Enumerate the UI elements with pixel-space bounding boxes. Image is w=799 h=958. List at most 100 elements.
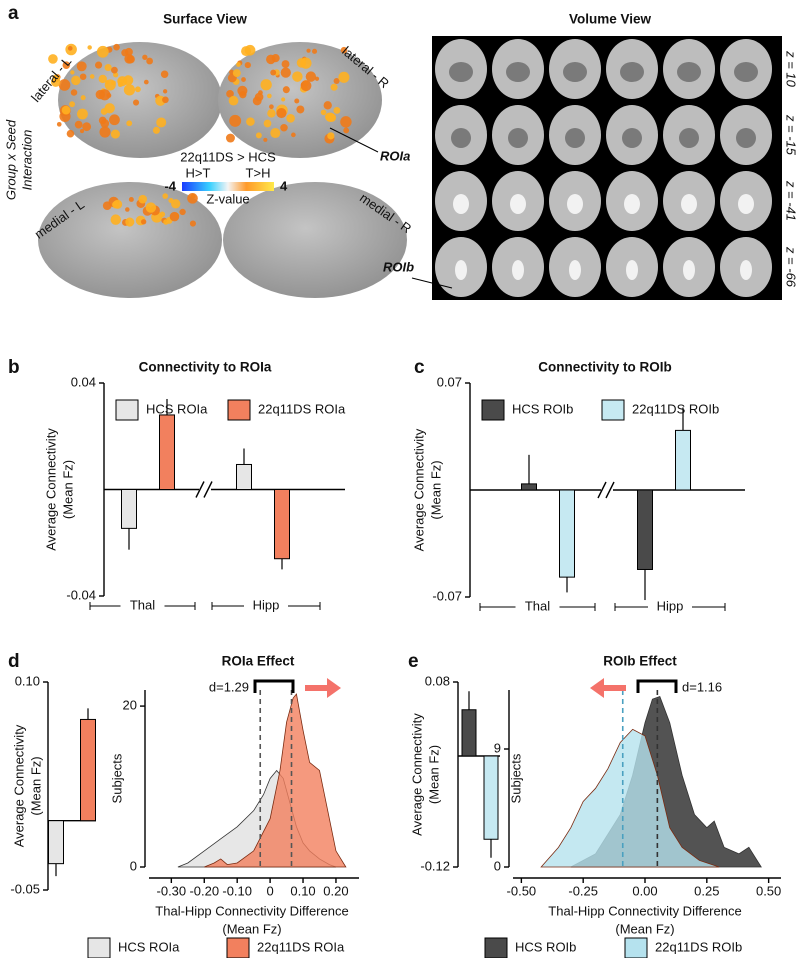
slice-inner xyxy=(681,194,697,214)
activation-blob xyxy=(323,101,332,110)
x-tick-label: 0.10 xyxy=(290,883,315,898)
activation-blob xyxy=(99,89,111,101)
activation-blob xyxy=(267,93,272,99)
y-tick-label: 0.07 xyxy=(437,374,462,389)
y-axis-label: (Mean Fz) xyxy=(60,460,75,519)
slice-label: z = -41 xyxy=(784,180,799,221)
legend-swatch xyxy=(601,399,625,421)
x-tick-label: 0 xyxy=(266,883,273,898)
bar xyxy=(236,463,252,491)
activation-blob xyxy=(77,108,88,120)
activation-blob xyxy=(340,116,352,128)
slice-inner xyxy=(740,260,752,280)
surface-title: Surface View xyxy=(163,12,247,27)
y-axis-label: Average Connectivity xyxy=(409,713,424,836)
volume-title: Volume View xyxy=(569,12,652,27)
y-axis-label: Average Connectivity xyxy=(11,724,26,847)
slice-inner xyxy=(455,260,467,280)
activation-blob xyxy=(156,117,167,128)
effect-size: d=1.16 xyxy=(682,679,722,694)
activation-blob xyxy=(80,95,86,101)
bar xyxy=(461,709,477,757)
slices xyxy=(435,39,772,297)
activation-blob xyxy=(124,54,134,64)
activation-blob xyxy=(121,49,129,57)
activation-blob xyxy=(82,122,92,132)
activation-blob xyxy=(171,199,181,209)
bar xyxy=(675,429,691,491)
legend-swatch xyxy=(87,937,111,958)
activation-blob xyxy=(125,217,135,227)
activation-blob xyxy=(286,113,295,123)
activation xyxy=(48,43,352,227)
y-tick-label: -0.07 xyxy=(432,588,462,603)
y-tick-label: 0 xyxy=(494,858,501,873)
slice-inner xyxy=(512,260,524,280)
activation-blob xyxy=(110,129,120,139)
activation-blob xyxy=(246,117,255,126)
activation-blob xyxy=(252,96,262,106)
x-axis-label: Thal-Hipp Connectivity Difference xyxy=(548,903,741,918)
roi-label: ROIb xyxy=(383,259,414,274)
activation-blob xyxy=(138,194,148,204)
brain xyxy=(58,42,222,158)
legend-label: 22q11DS ROIa xyxy=(257,939,345,954)
bar xyxy=(483,755,499,840)
x-tick-label: 0.25 xyxy=(694,883,719,898)
activation-blob xyxy=(179,208,186,216)
activation-blob xyxy=(162,96,169,104)
slice-inner xyxy=(563,62,587,82)
activation-blob xyxy=(70,70,75,75)
brain xyxy=(218,42,382,158)
slice-inner xyxy=(569,260,581,280)
activation-blob xyxy=(340,46,348,54)
y-axis-label: (Mean Fz) xyxy=(28,756,43,815)
bar xyxy=(48,820,64,865)
activation-blob xyxy=(104,103,115,114)
activation-blob xyxy=(325,112,335,122)
x-tick-label: -0.25 xyxy=(568,883,598,898)
slice-inner xyxy=(565,128,585,148)
activation-blob xyxy=(327,132,335,140)
activation-blob xyxy=(330,83,338,91)
colorbar-label: H>T xyxy=(186,165,211,180)
activation-blob xyxy=(306,48,311,53)
activation-blob xyxy=(263,137,268,142)
x-tick-label: -0.50 xyxy=(507,883,537,898)
activation-blob xyxy=(67,46,73,51)
axis-break xyxy=(203,481,213,498)
bar xyxy=(637,489,653,570)
slice-inner xyxy=(626,260,638,280)
chart-title: Connectivity to ROIb xyxy=(538,360,672,375)
activation-blob xyxy=(300,57,312,69)
y-axis-label: (Mean Fz) xyxy=(428,460,443,519)
activation-blob xyxy=(296,105,305,114)
slice-inner xyxy=(734,62,758,82)
slice-label: z = 10 xyxy=(784,50,799,88)
slice-inner xyxy=(451,128,471,148)
activation-blob xyxy=(312,48,318,54)
slice-inner xyxy=(677,62,701,82)
activation-blob xyxy=(270,128,281,139)
pointer xyxy=(329,127,379,153)
activation-blob xyxy=(162,89,168,94)
activation-blob xyxy=(128,196,134,202)
legend-swatch xyxy=(115,399,139,421)
activation-blob xyxy=(232,69,241,78)
activation-blob xyxy=(241,46,252,57)
y-axis-label: Subjects xyxy=(109,753,124,803)
activation-blob xyxy=(58,79,71,91)
slice-inner xyxy=(506,62,530,82)
activation-blob xyxy=(142,54,148,60)
activation-blob xyxy=(48,54,58,64)
activation-blob xyxy=(104,79,116,91)
legend-label: HCS ROIa xyxy=(118,939,180,954)
legend-swatch xyxy=(624,937,648,958)
panel-a: a Surface View Volume View lateral - L l… xyxy=(3,3,799,300)
activation-blob xyxy=(280,67,291,78)
activation-blob xyxy=(61,105,71,115)
chart-title: Connectivity to ROIa xyxy=(139,360,272,375)
activation-blob xyxy=(113,43,120,51)
x-axis-label: (Mean Fz) xyxy=(222,921,281,936)
panel-letter: a xyxy=(8,3,19,24)
